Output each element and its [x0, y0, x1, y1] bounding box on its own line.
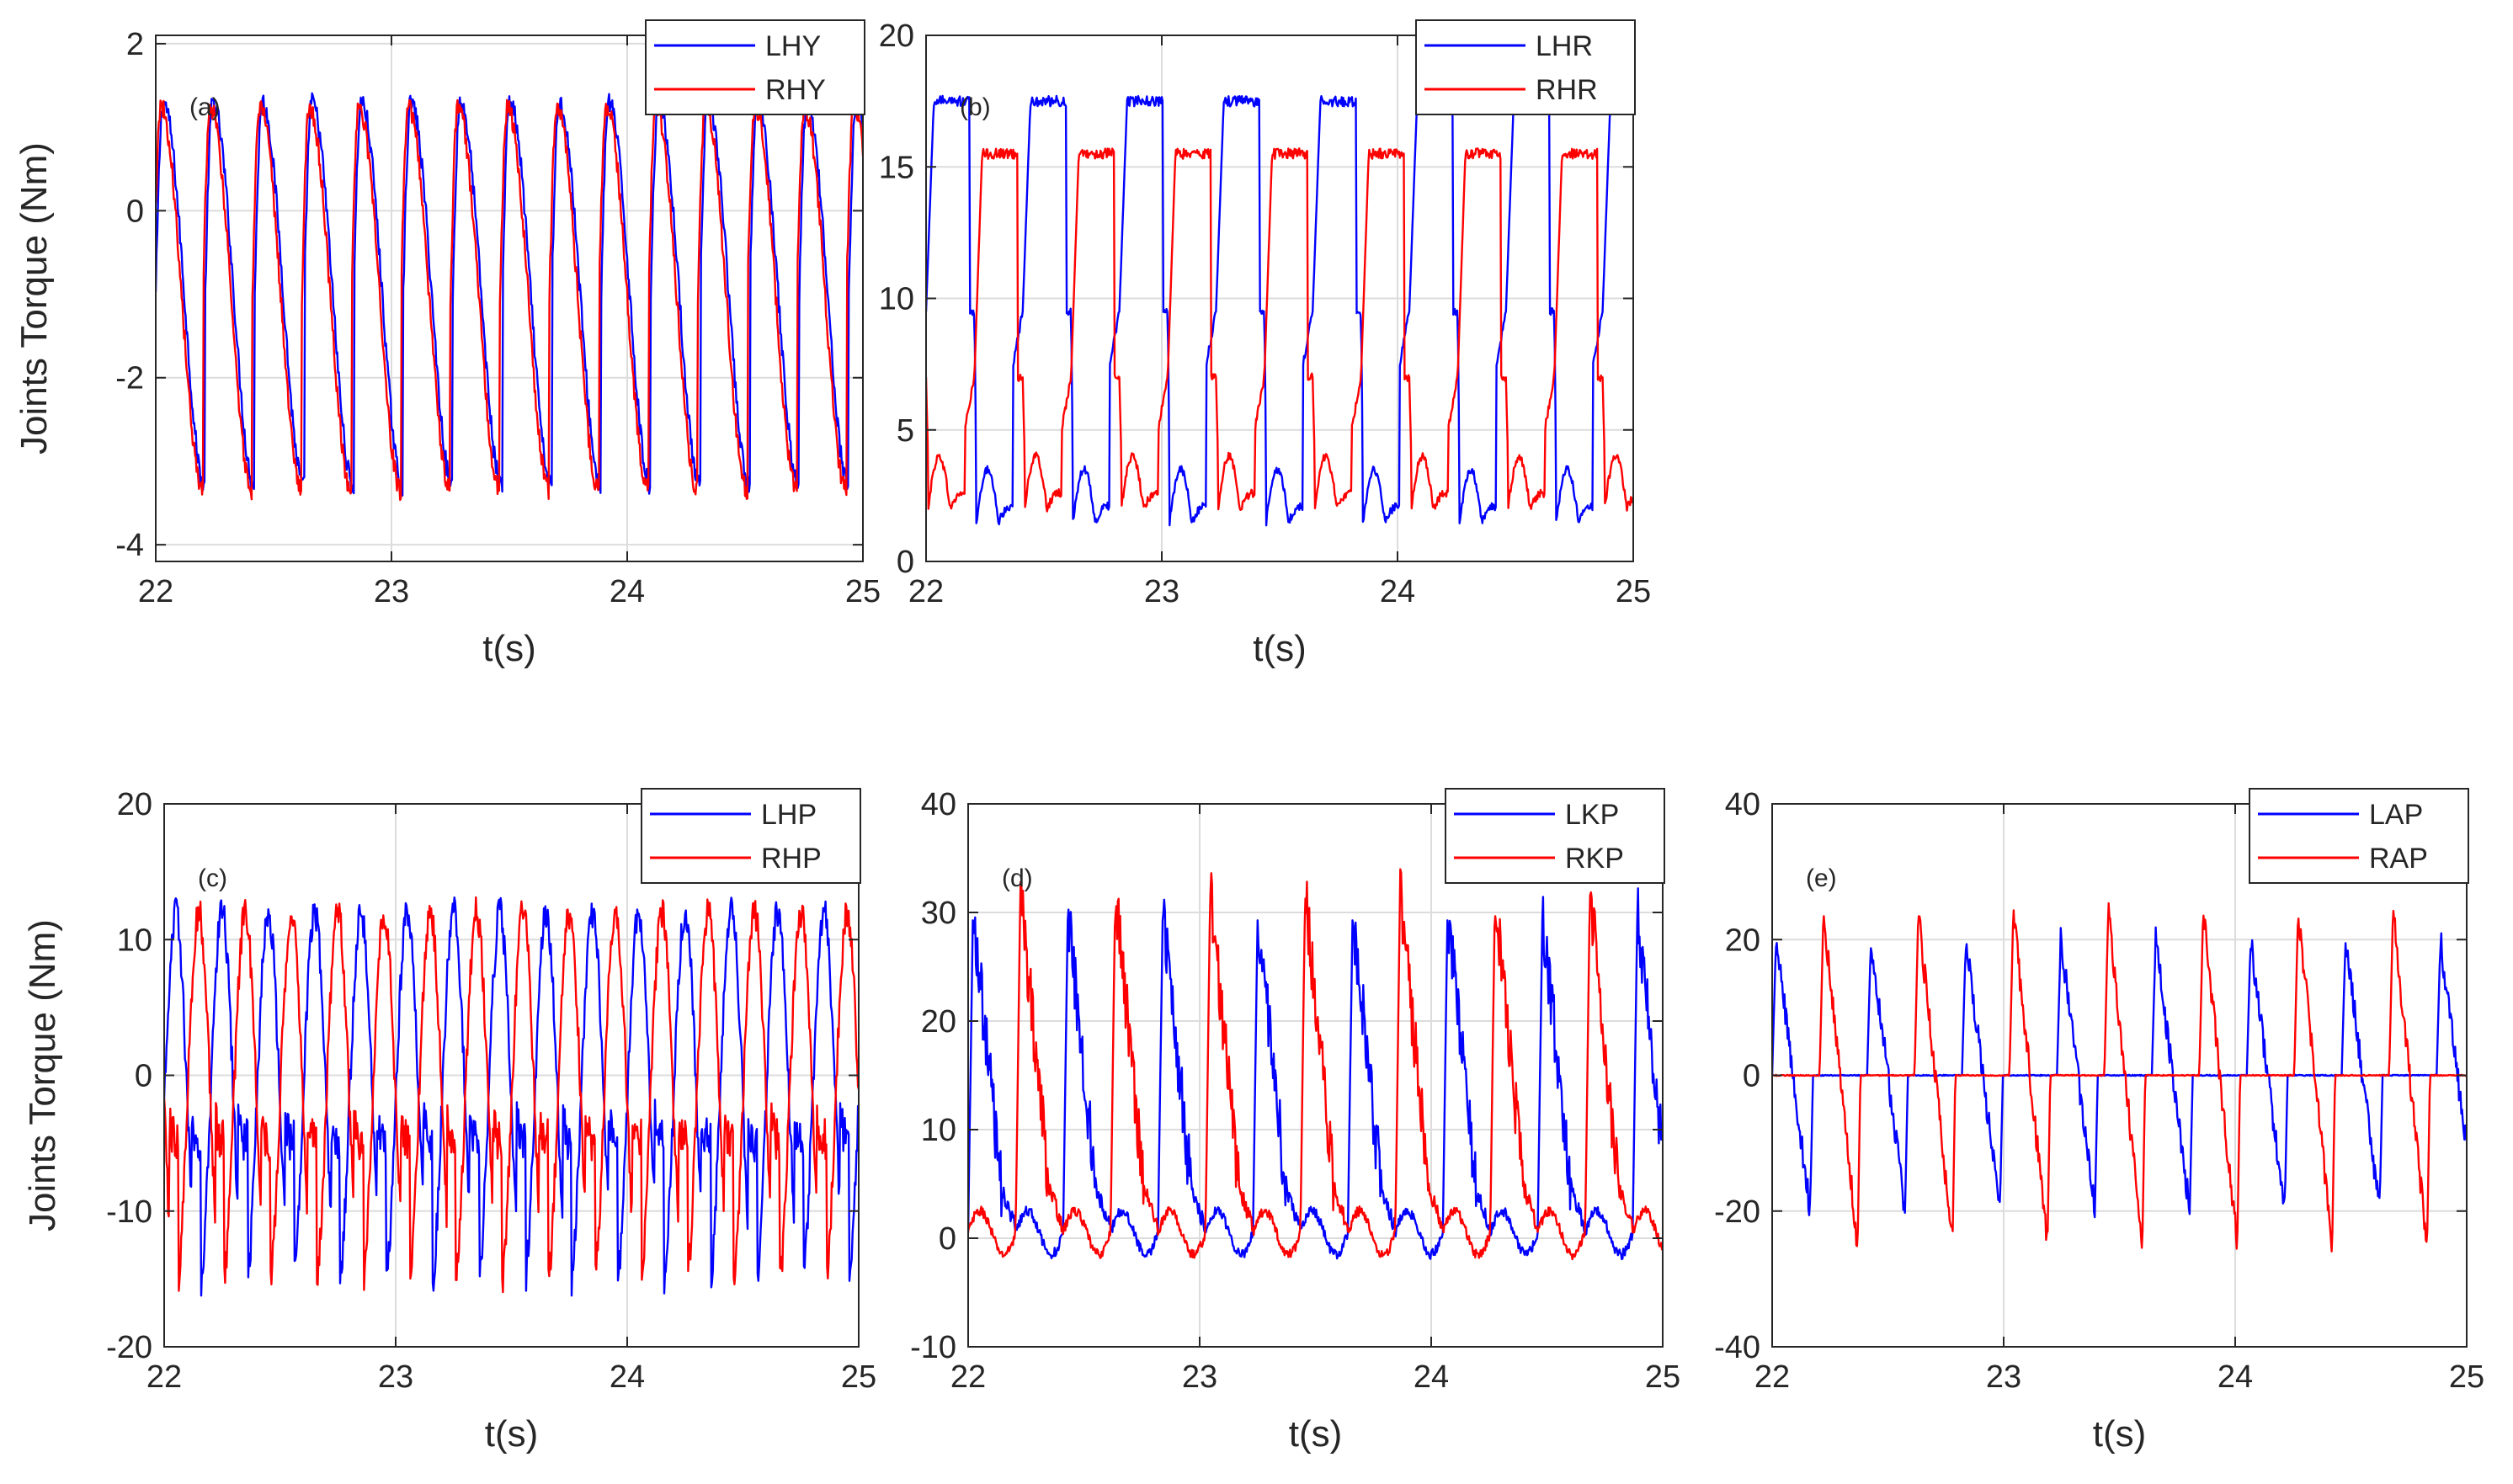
legend: LHR RHR	[1415, 19, 1636, 115]
legend-label-lkp: LKP	[1565, 799, 1619, 831]
legend-box	[1415, 19, 1636, 115]
x-tick-label: 25	[845, 574, 881, 609]
x-tick-label: 23	[374, 574, 409, 609]
legend-label-rhy: RHY	[765, 74, 826, 106]
y-tick-label: 0	[1743, 1059, 1760, 1094]
x-tick-label: 24	[610, 1359, 645, 1395]
y-tick-label: 0	[897, 545, 914, 580]
legend: LAP RAP	[2249, 788, 2469, 884]
legend-label-rhr: RHR	[1536, 74, 1598, 106]
x-tick-label: 22	[1754, 1359, 1790, 1395]
legend-box	[1445, 788, 1665, 884]
y-tick-label: 15	[879, 150, 914, 185]
panel-label: (b)	[960, 93, 991, 121]
x-tick-label: 24	[610, 574, 645, 609]
y-axis-label: Joints Torque (Nm)	[22, 919, 63, 1231]
legend-box	[645, 19, 865, 115]
x-tick-label: 22	[908, 574, 944, 609]
chart-panel-b: 22 23 24 25 0 5 10 15 20 t(s) (b) LHR RHR	[879, 19, 1651, 669]
y-tick-label: -2	[115, 361, 144, 396]
series-line-rhp	[164, 896, 859, 1294]
series-line-rap	[1772, 902, 2467, 1253]
legend: LHY RHY	[645, 19, 865, 115]
x-tick-label: 25	[2449, 1359, 2484, 1395]
x-tick-label: 24	[2218, 1359, 2253, 1395]
legend-label-lhy: LHY	[765, 30, 821, 62]
y-tick-label: -10	[910, 1330, 956, 1365]
x-tick-label: 25	[841, 1359, 876, 1395]
axes-frame	[155, 35, 864, 562]
x-tick-label: 25	[1645, 1359, 1680, 1395]
legend-label-lap: LAP	[2369, 799, 2423, 831]
y-tick-label: 5	[897, 413, 914, 449]
chart-panel-d: 22 23 24 25 -10 0 10 20 30 40 t(s) (d) LKP RKP	[910, 787, 1680, 1455]
chart-panel-a: 22 23 24 25 -4 -2 0 2 t(s) Joints Torque (Nm) (a) L…	[13, 19, 881, 669]
x-tick-label: 24	[1414, 1359, 1449, 1395]
y-tick-label: -4	[115, 528, 144, 563]
series-line-lap	[1772, 926, 2467, 1219]
y-tick-label: -40	[1714, 1330, 1760, 1365]
y-tick-label: 0	[126, 194, 144, 229]
y-tick-label: 10	[879, 282, 914, 317]
legend-box	[2249, 788, 2469, 884]
y-tick-label: 2	[126, 27, 144, 62]
y-tick-label: -20	[106, 1330, 152, 1365]
y-axis-label: Joints Torque (Nm)	[13, 142, 55, 455]
panel-label: (d)	[1002, 864, 1033, 892]
x-tick-label: 22	[950, 1359, 986, 1395]
legend: LHP RHP	[641, 788, 861, 884]
x-tick-label: 23	[1144, 574, 1179, 609]
x-tick-label: 24	[1380, 574, 1415, 609]
x-axis-label: t(s)	[482, 628, 536, 669]
y-tick-label: 10	[117, 923, 152, 958]
series-line-rkp	[968, 868, 1663, 1261]
y-tick-label: 0	[135, 1059, 152, 1094]
series-line-lkp	[968, 887, 1663, 1261]
y-tick-label: 0	[939, 1221, 956, 1257]
x-tick-label: 23	[1986, 1359, 2021, 1395]
y-tick-label: 20	[1725, 923, 1760, 958]
y-tick-label: 30	[921, 896, 956, 931]
x-tick-label: 23	[378, 1359, 413, 1395]
legend-label-rap: RAP	[2369, 843, 2428, 875]
x-axis-label: t(s)	[485, 1413, 539, 1455]
y-tick-label: 20	[921, 1004, 956, 1040]
legend-label-rhp: RHP	[761, 843, 822, 875]
panel-label: (a)	[189, 93, 221, 121]
axes-frame	[967, 803, 1664, 1348]
legend-box	[641, 788, 861, 884]
legend-label-lhp: LHP	[761, 799, 817, 831]
y-tick-label: -20	[1714, 1194, 1760, 1230]
panel-label: (c)	[198, 864, 227, 892]
y-tick-label: -10	[106, 1194, 152, 1230]
y-tick-label: 40	[921, 787, 956, 822]
x-tick-label: 25	[1616, 574, 1651, 609]
legend: LKP RKP	[1445, 788, 1665, 884]
x-tick-label: 23	[1182, 1359, 1217, 1395]
series-line-rhy	[156, 97, 863, 502]
x-tick-label: 22	[138, 574, 173, 609]
x-axis-label: t(s)	[1253, 628, 1307, 669]
series-line-rhr	[926, 147, 1633, 513]
y-tick-label: 20	[879, 19, 914, 54]
y-tick-label: 20	[117, 787, 152, 822]
legend-label-lhr: LHR	[1536, 30, 1593, 62]
series-line-lhy	[156, 91, 863, 497]
panel-label: (e)	[1806, 864, 1837, 892]
y-tick-label: 10	[921, 1113, 956, 1148]
x-axis-label: t(s)	[2093, 1413, 2147, 1455]
chart-panel-e: 22 23 24 25 -40 -20 0 20 40 t(s) (e) LAP RAP	[1714, 787, 2484, 1455]
x-axis-label: t(s)	[1289, 1413, 1343, 1455]
y-tick-label: 40	[1725, 787, 1760, 822]
legend-label-rkp: RKP	[1565, 843, 1624, 875]
chart-panel-c: 22 23 24 25 -20 -10 0 10 20 t(s) Joints Torque (Nm…	[22, 787, 876, 1455]
x-tick-label: 22	[146, 1359, 182, 1395]
